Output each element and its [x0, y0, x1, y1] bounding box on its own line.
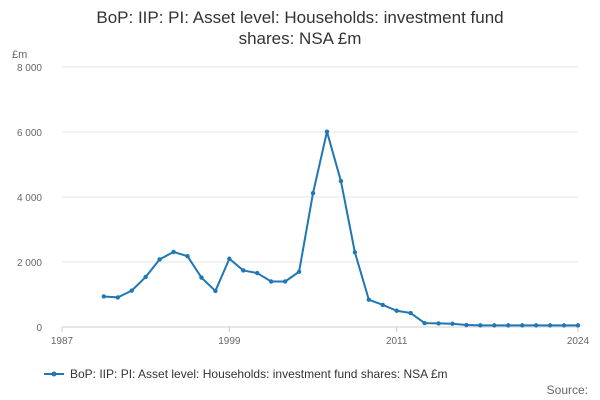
data-point[interactable]: [338, 178, 344, 184]
y-tick-label: 6 000: [17, 128, 42, 139]
data-point[interactable]: [324, 129, 330, 134]
data-point[interactable]: [422, 320, 427, 326]
data-point[interactable]: [241, 268, 246, 273]
y-tick-label: 4 000: [17, 193, 42, 204]
data-point[interactable]: [157, 257, 162, 262]
x-axis-ticks: [61, 327, 579, 332]
data-point[interactable]: [506, 323, 511, 328]
data-point[interactable]: [255, 270, 260, 276]
data-point[interactable]: [561, 323, 567, 328]
data-point[interactable]: [394, 308, 399, 313]
y-axis-unit-label: £m: [12, 49, 27, 61]
y-axis-tick-labels: 0 2 000 4 000 6 000 8 000: [17, 63, 42, 334]
data-point[interactable]: [436, 321, 441, 326]
data-point[interactable]: [520, 323, 525, 328]
data-point[interactable]: [352, 250, 358, 255]
series-layer: [101, 129, 581, 328]
legend-marker: [51, 371, 57, 377]
data-point[interactable]: [268, 279, 274, 284]
data-point[interactable]: [227, 256, 232, 261]
data-point[interactable]: [464, 322, 469, 328]
y-tick-label: 0: [36, 323, 42, 334]
data-point[interactable]: [533, 323, 539, 328]
data-point[interactable]: [171, 249, 176, 255]
data-point[interactable]: [296, 269, 302, 274]
data-point[interactable]: [101, 294, 107, 299]
grid-lines: [62, 66, 578, 263]
series-line-0: [103, 130, 578, 327]
data-point[interactable]: [547, 323, 553, 328]
x-tick-label: 2011: [386, 336, 408, 347]
chart-title-line-1: BoP: IIP: PI: Asset level: Households: i…: [96, 8, 503, 27]
data-point[interactable]: [366, 297, 372, 302]
data-point[interactable]: [310, 190, 316, 196]
chart-title-line-2: shares: NSA £m: [239, 29, 362, 48]
data-point[interactable]: [282, 279, 288, 284]
data-point[interactable]: [185, 253, 190, 259]
legend[interactable]: BoP: IIP: PI: Asset level: Households: i…: [44, 367, 448, 381]
data-point[interactable]: [492, 323, 497, 328]
x-tick-label: 1999: [218, 336, 241, 347]
data-point[interactable]: [478, 323, 483, 328]
x-tick-label: 1987: [51, 336, 74, 347]
y-tick-label: 2 000: [17, 258, 42, 269]
data-point[interactable]: [450, 321, 455, 326]
data-point[interactable]: [143, 274, 148, 280]
data-point[interactable]: [199, 275, 204, 280]
data-point[interactable]: [129, 288, 134, 293]
source-label: Source:: [547, 383, 588, 397]
data-point[interactable]: [380, 302, 385, 308]
data-point[interactable]: [115, 295, 120, 300]
data-point[interactable]: [213, 288, 218, 294]
x-tick-label: 2024: [567, 336, 590, 347]
y-tick-label: 8 000: [17, 63, 42, 74]
data-point[interactable]: [408, 310, 413, 316]
x-axis-tick-labels: 1987 1999 2011 2024: [51, 336, 590, 347]
data-point[interactable]: [575, 323, 581, 328]
legend-series-name: BoP: IIP: PI: Asset level: Households: i…: [70, 367, 448, 381]
